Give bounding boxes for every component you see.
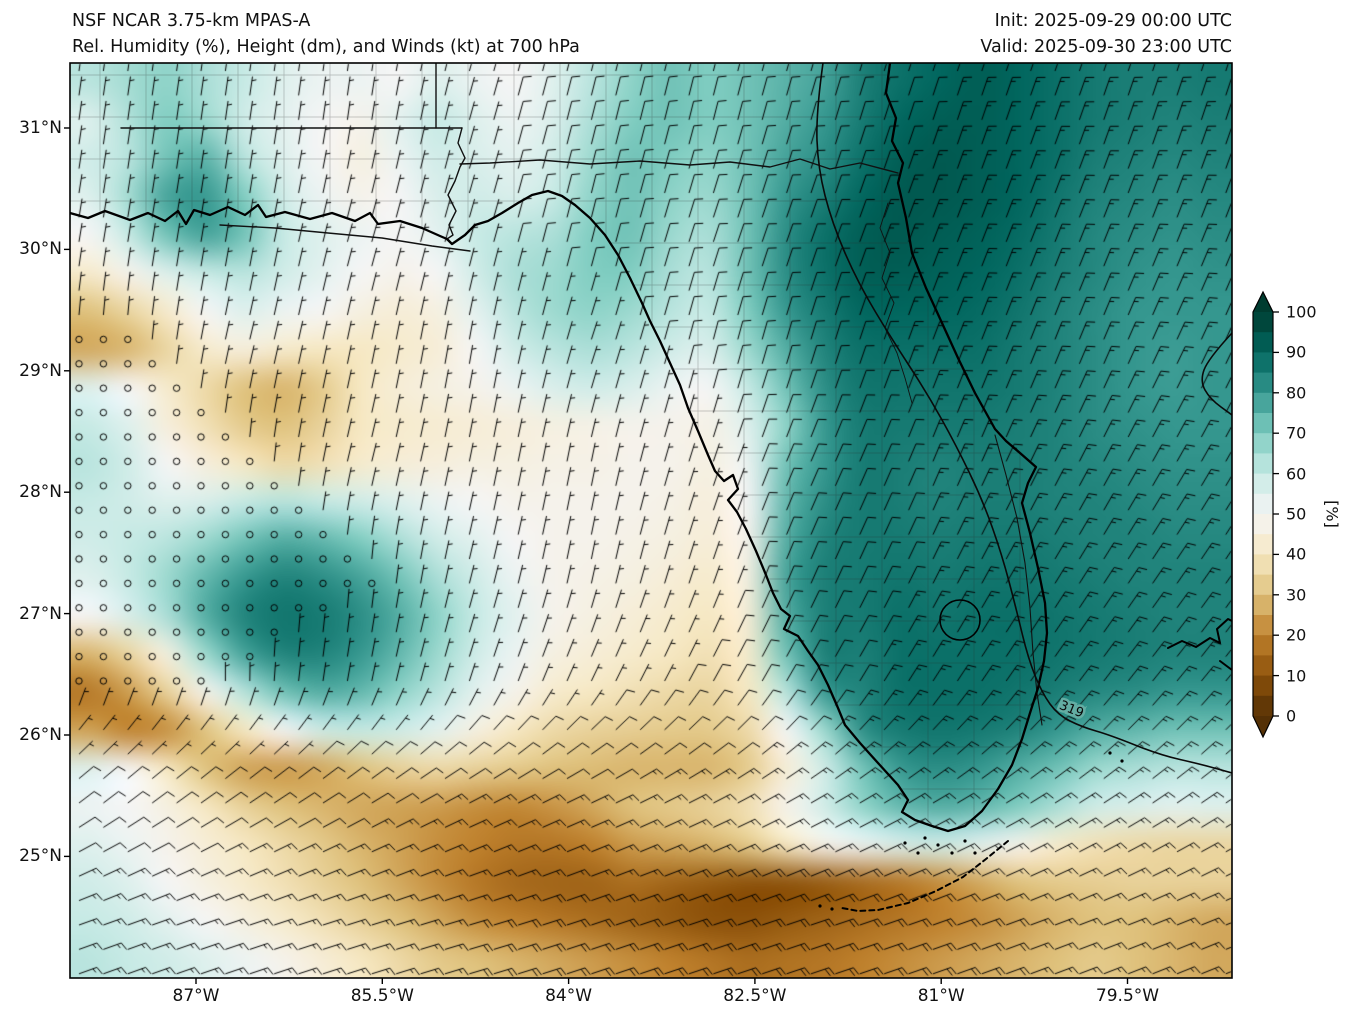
height-contour-label: 319: [1057, 698, 1086, 721]
colorbar-tick-label: 30: [1286, 585, 1307, 605]
x-tick-label: 81°W: [917, 986, 965, 1006]
colorbar-tick-label: 60: [1286, 464, 1307, 484]
state-boundaries: [120, 63, 899, 240]
colorbar-tick-label: 20: [1286, 625, 1307, 645]
x-tick-label: 79.5°W: [1095, 986, 1160, 1006]
bahamas-coastline: [1167, 618, 1232, 671]
y-tick-label: 28°N: [19, 482, 62, 503]
colorbar-tick-label: 0: [1286, 706, 1297, 726]
x-tick-label: 85.5°W: [350, 986, 414, 1006]
y-tick-label: 29°N: [19, 360, 62, 381]
colorbar-tick-label: 100: [1286, 302, 1317, 322]
lake-okeechobee: [939, 599, 981, 641]
colorbar-unit-label: [%]: [1322, 500, 1342, 528]
colorbar-ticks: [1273, 311, 1279, 717]
plot-frame: [69, 62, 1233, 979]
axis-ticks: [64, 127, 1129, 984]
florida-keys: [818, 751, 1124, 912]
y-tick-label: 30°N: [19, 239, 62, 260]
x-tick-label: 87°W: [172, 986, 220, 1006]
y-tick-label: 27°N: [19, 603, 62, 624]
y-tick-label: 31°N: [19, 117, 62, 138]
colorbar-tick-label: 80: [1286, 383, 1307, 403]
colorbar-tick-label: 90: [1286, 342, 1307, 362]
height-contours: [816, 63, 1232, 774]
colorbar-arrow-top: [1253, 292, 1273, 312]
colorbar-tick-label: 40: [1286, 544, 1307, 564]
y-tick-label: 26°N: [19, 724, 62, 745]
colorbar: [1252, 290, 1279, 739]
x-tick-label: 82.5°W: [723, 986, 787, 1006]
river-lines: [219, 202, 1043, 726]
colorbar-tick-label: 50: [1286, 504, 1307, 524]
x-tick-label: 84°W: [545, 986, 593, 1006]
colorbar-arrow-bottom: [1253, 716, 1273, 737]
coastline: [70, 63, 1049, 833]
colorbar-tick-label: 10: [1286, 666, 1307, 686]
colorbar-tick-label: 70: [1286, 423, 1307, 443]
y-tick-label: 25°N: [19, 846, 62, 867]
county-boundaries: [70, 63, 1047, 831]
